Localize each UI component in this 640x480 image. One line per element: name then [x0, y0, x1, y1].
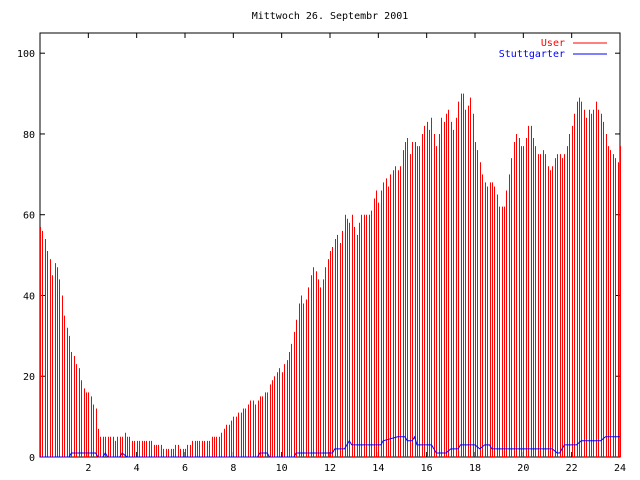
- user-series: [40, 93, 621, 457]
- x-tick-label: 22: [566, 463, 578, 474]
- y-tick-label: 0: [29, 453, 35, 464]
- chart-title: Mittwoch 26. Septembr 2001: [252, 11, 409, 22]
- x-tick-label: 12: [324, 463, 336, 474]
- x-tick-label: 18: [469, 463, 481, 474]
- y-tick-label: 80: [23, 130, 35, 141]
- x-axis: 2 4 6 8 10 12 14 16 18 20 22 24: [85, 33, 626, 474]
- x-tick-label: 2: [85, 463, 91, 474]
- y-tick-label: 40: [23, 291, 35, 302]
- x-tick-label: 6: [182, 463, 188, 474]
- y-tick-label: 20: [23, 372, 35, 383]
- stuttgarter-line: [40, 435, 620, 458]
- x-tick-label: 14: [372, 463, 384, 474]
- y-tick-label: 60: [23, 211, 35, 222]
- x-tick-label: 8: [230, 463, 236, 474]
- x-tick-label: 4: [134, 463, 140, 474]
- x-tick-label: 16: [421, 463, 433, 474]
- y-tick-label: 100: [17, 49, 35, 60]
- legend-label: User: [541, 38, 565, 49]
- stuttgarter-series: [40, 435, 620, 458]
- x-tick-label: 20: [517, 463, 529, 474]
- legend-label: Stuttgarter: [499, 49, 565, 60]
- x-tick-label: 10: [276, 463, 288, 474]
- y-axis: 0 20 40 60 80 100: [17, 49, 620, 464]
- x-tick-label: 24: [614, 463, 626, 474]
